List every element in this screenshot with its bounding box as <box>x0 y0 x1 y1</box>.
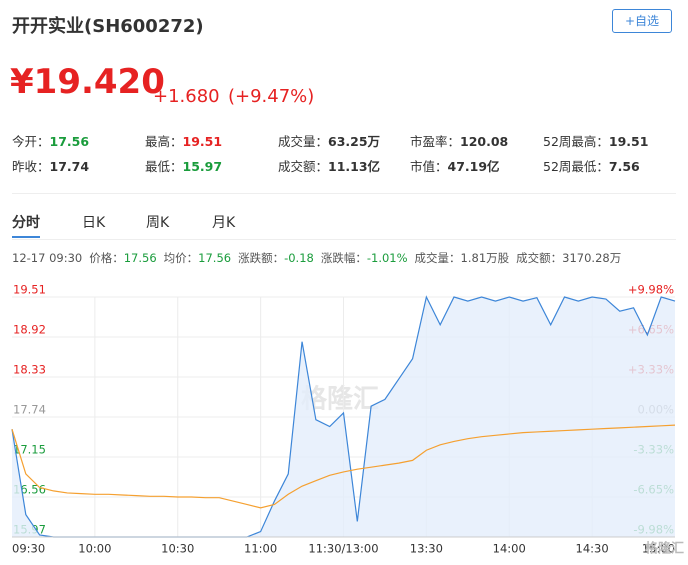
x-tick-label: 11:30/13:00 <box>308 542 378 556</box>
stat-value: 19.51 <box>608 134 649 149</box>
stat: 最低：15.97 <box>145 156 222 175</box>
y2-tick-label: +9.98% <box>628 283 674 297</box>
y-tick-label: 17.74 <box>13 403 46 417</box>
stat-value: 11.13亿 <box>328 159 381 174</box>
tab-underline <box>12 236 40 238</box>
info-label: 成交额： <box>516 251 563 265</box>
stat: 今开：17.56 <box>12 131 89 150</box>
stat-value: 17.56 <box>49 134 90 149</box>
stock-title: 开开实业(SH600272) <box>12 16 204 37</box>
stat-label: 52周最高： <box>543 134 609 149</box>
stat-label: 52周最低： <box>543 159 609 174</box>
stat-value: 120.08 <box>460 134 509 149</box>
y-tick-label: 18.33 <box>13 363 46 377</box>
y-tick-label: 18.92 <box>13 323 46 337</box>
tab[interactable]: 分时 <box>12 215 40 231</box>
stat-value: 63.25万 <box>328 134 381 149</box>
stat: 52周最高：19.51 <box>543 131 648 150</box>
tab[interactable]: 日K <box>82 215 106 231</box>
info-value: 17.56 <box>123 251 157 265</box>
stat-label: 市盈率： <box>410 134 461 149</box>
stat-value: 47.19亿 <box>447 159 500 174</box>
info-value: -0.18 <box>284 251 314 265</box>
info-label: 均价： <box>163 251 199 265</box>
y-tick-label: 19.51 <box>13 283 46 297</box>
info-value: 3170.28万 <box>562 251 622 265</box>
x-tick-label: 15:00 <box>642 542 675 556</box>
stat: 市盈率：120.08 <box>410 131 508 150</box>
stat-label: 成交量： <box>278 134 329 149</box>
divider <box>12 193 676 194</box>
tab[interactable]: 月K <box>212 215 236 231</box>
stat: 最高：19.51 <box>145 131 222 150</box>
price-change: +1.680 <box>153 86 220 107</box>
stat: 市值：47.19亿 <box>410 156 500 175</box>
stat: 成交额：11.13亿 <box>278 156 380 175</box>
tab[interactable]: 周K <box>146 215 170 231</box>
stat-label: 最低： <box>145 159 183 174</box>
info-label: 成交量： <box>414 251 461 265</box>
info-time: 12-17 09:30 <box>12 251 83 265</box>
stat-label: 成交额： <box>278 159 329 174</box>
stat-value: 19.51 <box>182 134 223 149</box>
watermark-logo: 格隆汇 <box>645 541 684 557</box>
price: ¥19.420 <box>10 62 165 102</box>
stat: 昨收：17.74 <box>12 156 89 175</box>
y-tick-label: 17.15 <box>13 443 46 457</box>
stat-value: 15.97 <box>182 159 223 174</box>
info-label: 涨跌幅： <box>320 251 367 265</box>
stat-value: 17.74 <box>49 159 90 174</box>
price-change-pct: (+9.47%) <box>228 86 315 107</box>
stat-label: 市值： <box>410 159 448 174</box>
x-tick-label: 14:30 <box>576 542 609 556</box>
stat-label: 最高： <box>145 134 183 149</box>
info-value: 17.56 <box>198 251 232 265</box>
stat-label: 昨收： <box>12 159 50 174</box>
x-tick-label: 13:30 <box>410 542 443 556</box>
info-label: 涨跌额： <box>238 251 285 265</box>
x-tick-label: 10:30 <box>161 542 194 556</box>
info-label: 价格： <box>89 251 124 265</box>
stat-label: 今开： <box>12 134 50 149</box>
info-value: 1.81万股 <box>460 251 510 265</box>
add-watchlist-button[interactable]: +自选 <box>612 9 672 33</box>
x-tick-label: 10:00 <box>78 542 111 556</box>
x-tick-label: 14:00 <box>493 542 526 556</box>
divider <box>12 239 676 240</box>
info-value: -1.01% <box>366 251 408 265</box>
x-tick-label: 11:00 <box>244 542 277 556</box>
average-line <box>11 424 676 509</box>
info-line: 12-17 09:30 价格：17.56 均价：17.56 涨跌额：-0.18 涨跌幅：… <box>12 250 628 266</box>
x-tick-label: 09:30 <box>12 542 45 556</box>
stat: 52周最低：7.56 <box>543 156 640 175</box>
stat: 成交量：63.25万 <box>278 131 380 150</box>
stat-value: 7.56 <box>608 159 640 174</box>
